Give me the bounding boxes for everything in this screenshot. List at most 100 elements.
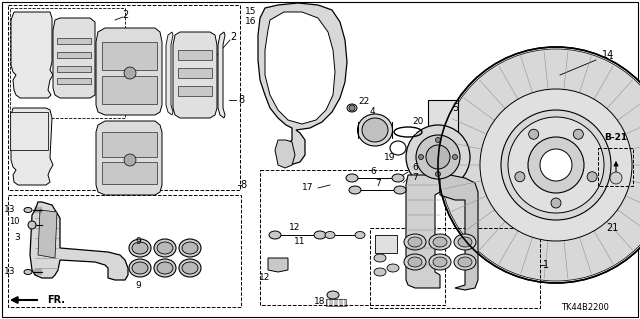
Text: 18: 18 [314,298,325,307]
Ellipse shape [154,239,176,257]
Ellipse shape [374,254,386,262]
Ellipse shape [132,262,148,274]
Polygon shape [96,121,162,195]
Bar [326,299,346,306]
Bar [57,38,91,44]
Text: 13: 13 [3,205,15,214]
Ellipse shape [454,254,476,270]
Ellipse shape [327,291,339,299]
Ellipse shape [157,242,173,254]
Text: 14: 14 [602,50,614,60]
Bar [375,235,397,253]
Ellipse shape [182,262,198,274]
Ellipse shape [429,234,451,250]
Polygon shape [406,175,440,288]
Ellipse shape [358,114,392,146]
Text: 6: 6 [370,167,376,175]
Circle shape [440,49,640,281]
Circle shape [416,135,460,179]
Circle shape [551,198,561,208]
Ellipse shape [347,104,357,112]
Circle shape [540,149,572,181]
Ellipse shape [346,174,358,182]
Polygon shape [166,32,173,115]
Bar [260,170,445,305]
Text: 9: 9 [135,280,141,290]
Polygon shape [38,210,57,258]
Text: 17: 17 [302,183,314,192]
Polygon shape [275,140,295,168]
Text: FR.: FR. [47,295,65,305]
Circle shape [426,145,450,169]
Text: 20: 20 [412,117,424,127]
Circle shape [349,105,355,111]
Circle shape [406,125,470,189]
Polygon shape [218,32,225,118]
Circle shape [501,110,611,220]
Polygon shape [258,3,347,165]
Ellipse shape [179,239,201,257]
Text: 12: 12 [289,224,301,233]
Text: 9: 9 [135,238,141,247]
Text: 2: 2 [122,10,128,20]
Ellipse shape [129,239,151,257]
Polygon shape [11,12,53,98]
Bar [10,8,125,118]
Polygon shape [440,175,478,290]
Bar [178,50,212,60]
Polygon shape [173,32,217,118]
Ellipse shape [129,259,151,277]
Ellipse shape [458,257,472,267]
Circle shape [452,154,458,160]
Ellipse shape [132,242,148,254]
Ellipse shape [387,264,399,272]
Ellipse shape [392,174,404,182]
Ellipse shape [404,254,426,270]
Circle shape [587,172,597,182]
Bar [598,148,633,186]
Circle shape [573,129,583,139]
Text: B-21: B-21 [604,133,628,143]
Bar [178,86,212,96]
Text: 12: 12 [259,273,271,283]
Text: 7: 7 [412,174,418,182]
Ellipse shape [24,207,32,212]
Text: 6: 6 [412,164,418,173]
Bar [57,66,91,72]
Ellipse shape [394,186,406,194]
Text: 8: 8 [238,95,244,105]
Ellipse shape [179,259,201,277]
Polygon shape [53,18,95,98]
Polygon shape [11,108,53,185]
Text: 10: 10 [10,218,20,226]
Text: 1: 1 [543,260,549,270]
Bar [8,195,241,307]
Circle shape [529,129,539,139]
Text: 7: 7 [375,179,381,188]
Ellipse shape [408,257,422,267]
Circle shape [515,172,525,182]
Ellipse shape [325,232,335,239]
Circle shape [435,172,440,176]
Ellipse shape [429,254,451,270]
Text: 5: 5 [452,103,458,113]
Ellipse shape [24,270,32,275]
Circle shape [124,154,136,166]
Bar [57,78,91,84]
Circle shape [610,172,622,184]
Ellipse shape [362,118,388,142]
Text: 21: 21 [606,223,618,233]
Circle shape [508,117,604,213]
Ellipse shape [374,268,386,276]
Bar [57,52,91,58]
Ellipse shape [458,237,472,247]
Polygon shape [265,12,335,124]
Ellipse shape [408,237,422,247]
Circle shape [438,47,640,283]
Text: 8: 8 [240,180,246,190]
Text: 22: 22 [358,98,369,107]
Text: 15: 15 [244,8,256,17]
Ellipse shape [157,262,173,274]
Circle shape [528,137,584,193]
Circle shape [435,137,440,143]
